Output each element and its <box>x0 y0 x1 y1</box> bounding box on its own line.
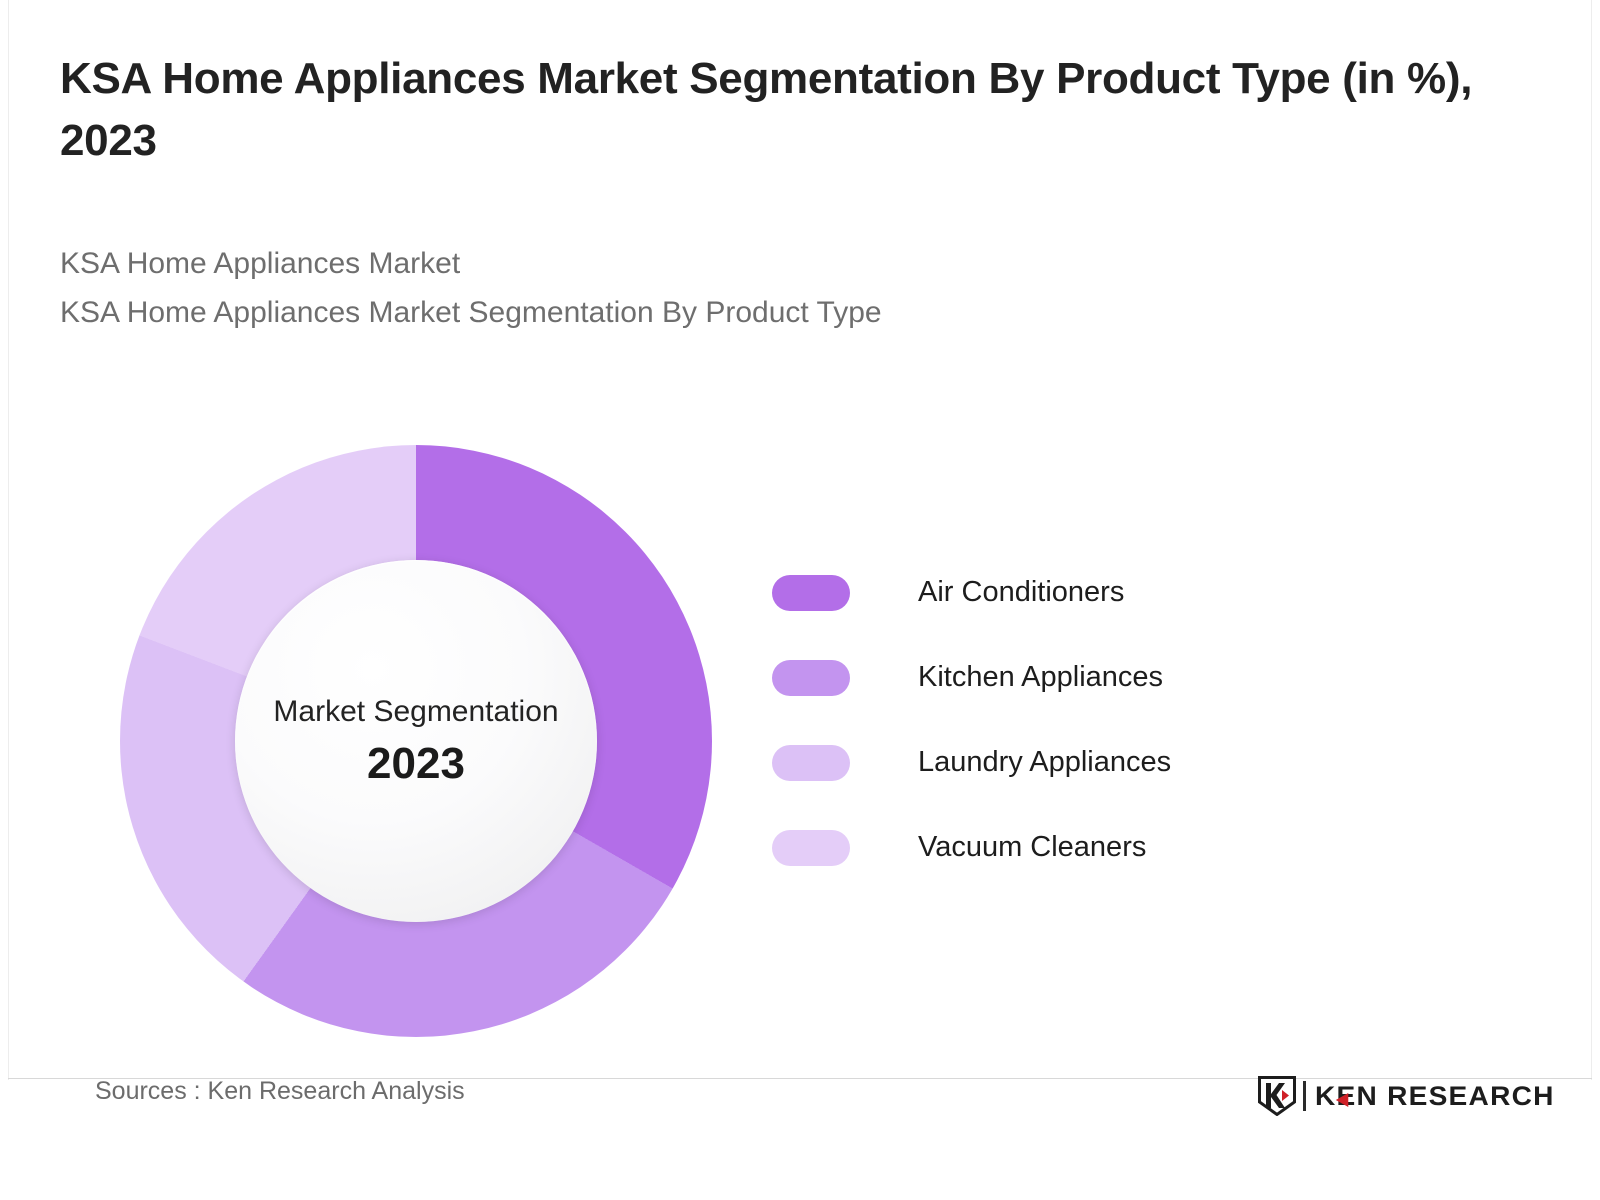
legend-label: Kitchen Appliances <box>918 661 1164 693</box>
legend-swatch-icon <box>772 659 850 696</box>
legend-item[interactable]: Air Conditioners <box>772 550 1372 635</box>
legend-swatch-icon <box>772 574 850 611</box>
ken-research-logo: KEN RESEARCH <box>1257 1074 1553 1118</box>
brand-accent-triangle-icon <box>1335 1092 1348 1107</box>
subtitle-block: KSA Home Appliances Market KSA Home Appl… <box>60 240 1260 338</box>
footer-divider <box>8 1078 1592 1079</box>
page-border-right <box>1591 0 1592 1080</box>
ken-research-shield-icon <box>1257 1076 1296 1116</box>
legend-item[interactable]: Laundry Appliances <box>772 720 1372 805</box>
page-border-left <box>8 0 9 1080</box>
legend-swatch-icon <box>772 744 850 781</box>
donut-center-hole: Market Segmentation 2023 <box>235 560 597 922</box>
legend-label: Laundry Appliances <box>918 746 1172 778</box>
legend-item[interactable]: Kitchen Appliances <box>772 635 1372 720</box>
subtitle-line-2: KSA Home Appliances Market Segmentation … <box>60 295 882 329</box>
brand-name: KEN RESEARCH <box>1314 1080 1555 1111</box>
chart-legend: Air Conditioners Kitchen Appliances Laundr… <box>772 550 1372 890</box>
page-title: KSA Home Appliances Market Segmentation … <box>60 54 1473 166</box>
source-text: Sources : Ken Research Analysis <box>95 1077 465 1105</box>
legend-label: Vacuum Cleaners <box>918 831 1147 863</box>
legend-label: Air Conditioners <box>918 576 1125 608</box>
logo-divider <box>1302 1081 1306 1111</box>
legend-swatch-icon <box>772 829 850 866</box>
subtitle-line-1: KSA Home Appliances Market <box>60 247 461 280</box>
donut-center-label: Market Segmentation <box>273 694 559 728</box>
legend-item[interactable]: Vacuum Cleaners <box>772 805 1372 890</box>
donut-chart: Market Segmentation 2023 <box>120 445 712 1037</box>
donut-center-value: 2023 <box>367 738 465 788</box>
chart-area: Market Segmentation 2023 Air Conditioner… <box>0 400 1600 1060</box>
